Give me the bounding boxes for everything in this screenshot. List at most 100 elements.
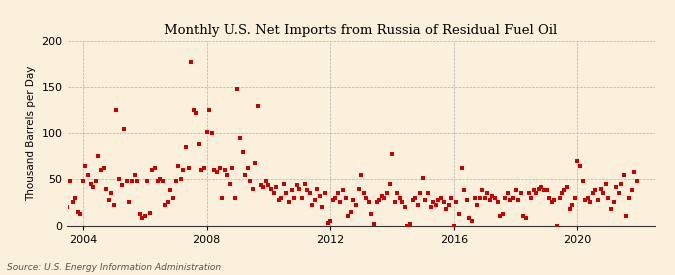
Point <box>350 203 361 207</box>
Point <box>219 168 230 172</box>
Point <box>250 161 261 165</box>
Point <box>327 197 338 202</box>
Point <box>613 191 624 196</box>
Point <box>472 203 483 207</box>
Point <box>454 212 464 217</box>
Point <box>585 200 596 205</box>
Point <box>366 212 377 217</box>
Point <box>549 197 560 202</box>
Point <box>214 166 225 170</box>
Point <box>343 214 354 218</box>
Point <box>489 196 500 200</box>
Point <box>59 214 70 218</box>
Point <box>379 196 389 200</box>
Point <box>392 191 403 196</box>
Point <box>482 191 493 196</box>
Point <box>284 200 294 205</box>
Point <box>268 191 279 196</box>
Title: Monthly U.S. Net Imports from Russia of Residual Fuel Oil: Monthly U.S. Net Imports from Russia of … <box>165 24 558 37</box>
Point <box>410 196 421 200</box>
Point <box>101 186 111 191</box>
Point <box>402 223 413 228</box>
Point <box>495 214 506 218</box>
Point <box>456 166 467 170</box>
Point <box>543 196 554 200</box>
Point <box>242 166 253 170</box>
Point <box>425 205 436 209</box>
Point <box>505 197 516 202</box>
Point <box>516 191 526 196</box>
Point <box>240 173 250 177</box>
Point <box>122 179 132 183</box>
Point <box>330 196 341 200</box>
Point <box>263 183 274 187</box>
Point <box>446 196 457 200</box>
Point <box>142 179 153 183</box>
Point <box>55 203 65 207</box>
Point <box>338 188 348 193</box>
Point <box>198 166 209 170</box>
Point <box>304 191 315 196</box>
Point <box>567 203 578 207</box>
Point <box>418 175 429 180</box>
Point <box>116 183 127 187</box>
Point <box>431 203 441 207</box>
Point <box>222 173 233 177</box>
Point <box>420 197 431 202</box>
Point <box>335 200 346 205</box>
Point <box>626 188 637 193</box>
Point <box>574 163 585 168</box>
Point <box>458 188 469 193</box>
Point <box>276 196 287 200</box>
Point <box>109 203 119 207</box>
Point <box>62 205 73 209</box>
Point <box>75 212 86 217</box>
Point <box>238 150 248 154</box>
Point <box>72 210 83 214</box>
Point <box>593 197 603 202</box>
Point <box>348 197 359 202</box>
Point <box>323 221 333 225</box>
Point <box>88 185 99 189</box>
Point <box>520 216 531 220</box>
Point <box>603 196 614 200</box>
Point <box>400 205 410 209</box>
Point <box>111 108 122 112</box>
Point <box>265 186 276 191</box>
Point <box>129 173 140 177</box>
Point <box>302 188 313 193</box>
Point <box>196 168 207 172</box>
Point <box>286 188 297 193</box>
Point <box>464 216 475 220</box>
Point <box>531 191 542 196</box>
Point <box>518 214 529 218</box>
Point <box>590 188 601 193</box>
Point <box>180 145 191 149</box>
Point <box>170 179 181 183</box>
Point <box>384 182 395 186</box>
Point <box>132 179 142 183</box>
Point <box>93 154 104 159</box>
Point <box>462 197 472 202</box>
Point <box>508 196 518 200</box>
Point <box>211 170 222 174</box>
Point <box>404 221 415 226</box>
Point <box>557 191 568 196</box>
Point <box>294 186 304 191</box>
Point <box>186 59 196 64</box>
Point <box>80 163 91 168</box>
Point <box>369 221 379 226</box>
Point <box>281 191 292 196</box>
Point <box>601 182 612 186</box>
Point <box>502 191 513 196</box>
Point <box>309 197 320 202</box>
Point <box>248 186 259 191</box>
Point <box>325 219 335 223</box>
Point <box>583 196 593 200</box>
Point <box>173 163 184 168</box>
Point <box>533 186 544 191</box>
Point <box>165 188 176 193</box>
Point <box>78 179 88 183</box>
Point <box>232 87 243 91</box>
Point <box>227 166 238 170</box>
